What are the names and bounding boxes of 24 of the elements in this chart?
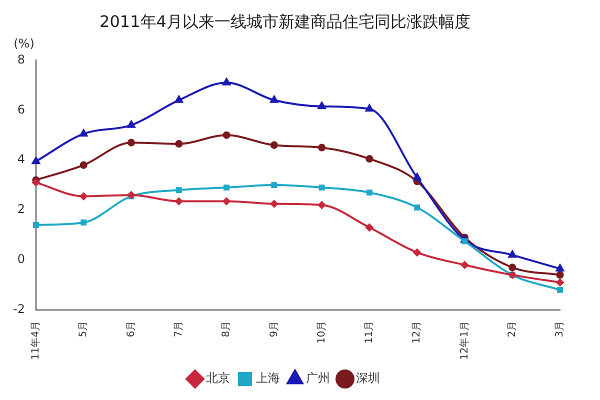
legend-label: 深圳 [356,371,380,386]
legend-label: 上海 [256,371,280,386]
x-tick-label: 12月 [412,320,423,344]
x-tick-label: 3月 [554,320,566,338]
y-axis-title: (%) [14,36,34,50]
x-tick-label: 2月 [506,320,518,338]
y-tick-label: 8 [17,52,25,66]
legend-label: 广州 [306,371,330,386]
x-tick-label: 11年4月 [30,320,42,360]
y-tick-label: 6 [17,102,25,116]
x-tick-label: 8月 [221,320,232,338]
legend-label: 北京 [206,371,230,386]
x-tick-label: 11月 [364,320,376,344]
y-tick-label: 4 [17,152,25,166]
x-tick-label: 5月 [78,320,90,338]
x-tick-label: 9月 [268,320,280,338]
x-tick-label: 6月 [126,320,137,338]
y-tick-label: 0 [17,252,25,266]
chart-title: 2011年4月以来一线城市新建商品住宅同比涨跌幅度 [100,12,470,31]
x-tick-label: 10月 [316,320,328,344]
x-tick-label: 7月 [173,320,184,338]
y-tick-label: -2 [12,302,25,316]
y-tick-label: 2 [17,202,25,216]
x-tick-label: 12年1月 [458,320,470,360]
